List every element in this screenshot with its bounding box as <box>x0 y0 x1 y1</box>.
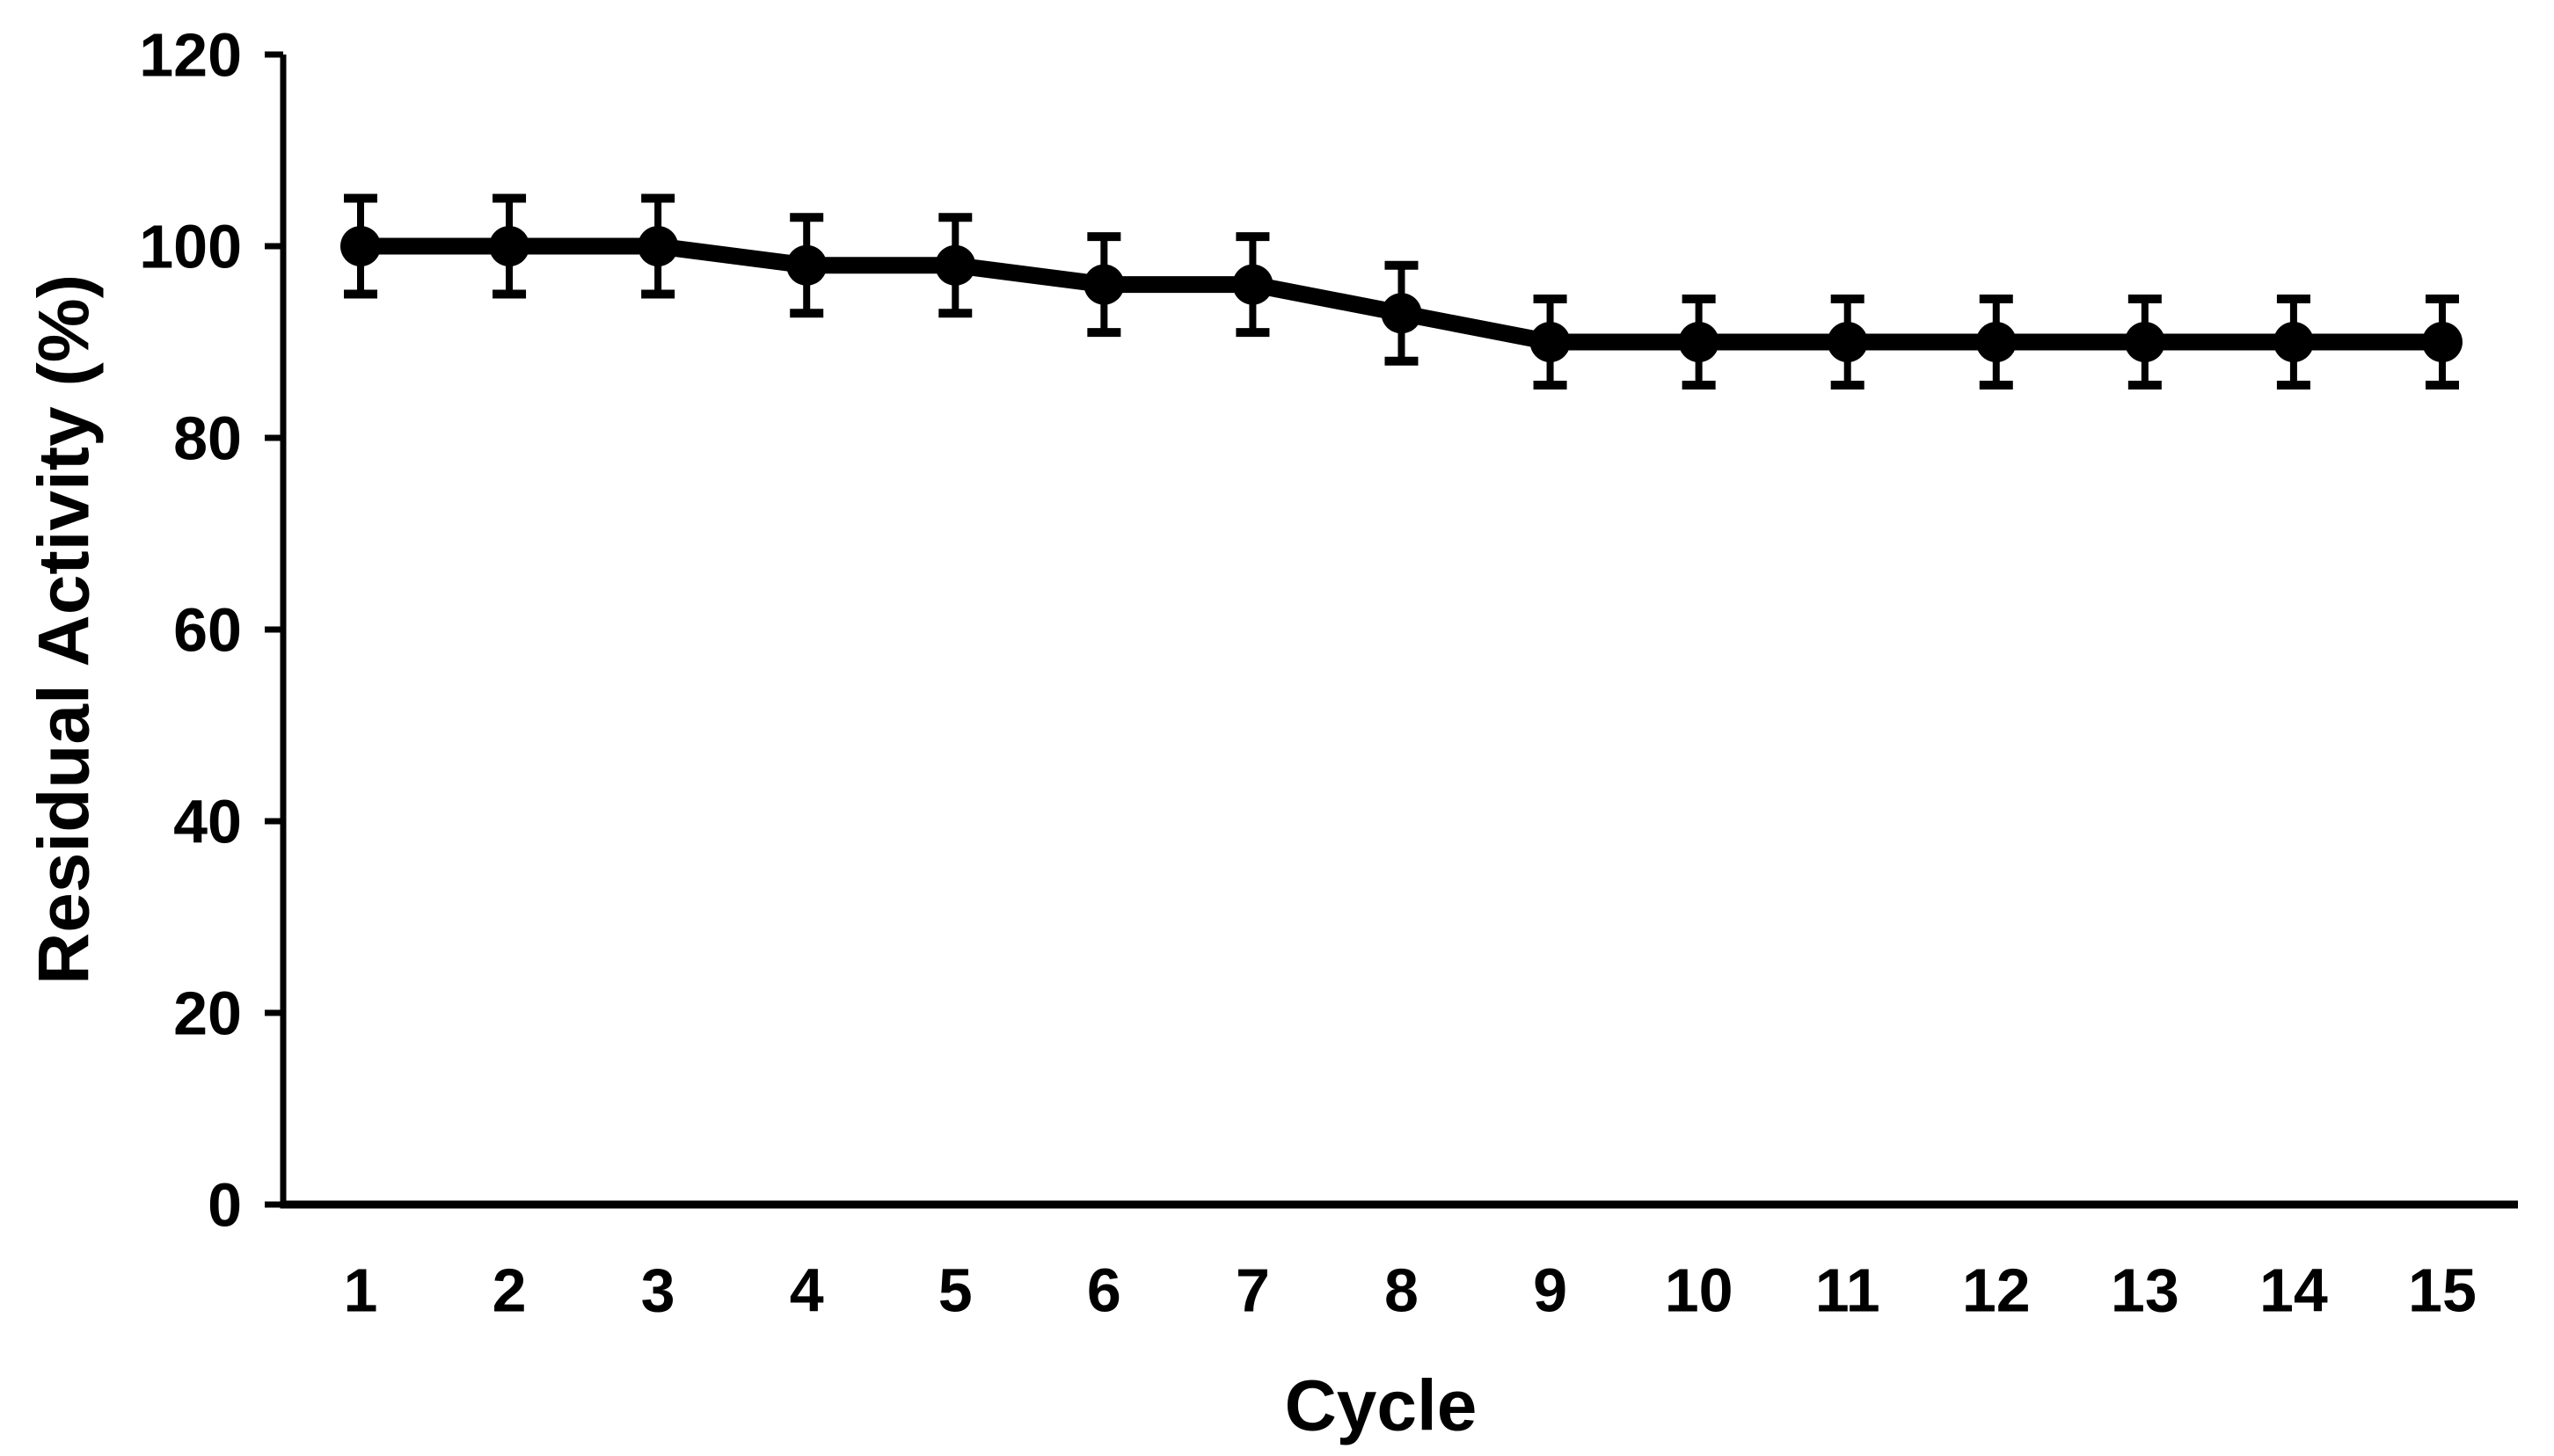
x-tick-label: 11 <box>1815 1256 1880 1325</box>
axes <box>280 55 2518 1209</box>
data-point <box>2421 322 2463 362</box>
data-point <box>786 244 828 286</box>
y-tick-label: 80 <box>173 404 242 473</box>
data-point <box>2124 322 2165 362</box>
x-tick-label: 6 <box>1087 1256 1121 1325</box>
y-tick-label: 60 <box>173 596 242 665</box>
x-tick-label: 7 <box>1236 1256 1270 1325</box>
data-point <box>489 226 530 266</box>
data-point <box>1529 322 1571 362</box>
y-axis-title: Residual Activity (%) <box>25 274 105 985</box>
x-tick-label: 12 <box>1962 1256 2031 1325</box>
series-residual-activity <box>340 193 2463 390</box>
y-tick-label: 20 <box>173 979 242 1048</box>
data-point <box>935 244 976 286</box>
data-point <box>2273 322 2314 362</box>
x-tick-label: 8 <box>1384 1256 1419 1325</box>
data-point <box>1381 293 1422 334</box>
x-tick-label: 10 <box>1665 1256 1733 1325</box>
x-tick-label: 14 <box>2259 1256 2328 1325</box>
x-tick-label: 13 <box>2111 1256 2179 1325</box>
y-tick-label: 0 <box>208 1171 242 1240</box>
y-tick-label: 100 <box>139 213 242 281</box>
x-axis-labels: 1 2 3 4 5 6 7 8 9 10 11 12 13 14 15 <box>344 1256 2477 1325</box>
x-tick-label: 15 <box>2408 1256 2477 1325</box>
y-axis-ticks: 0 20 40 60 80 100 120 <box>139 21 283 1240</box>
y-tick-label: 120 <box>139 21 242 90</box>
x-tick-label: 4 <box>790 1256 824 1325</box>
data-point <box>1827 322 1868 362</box>
x-tick-label: 9 <box>1533 1256 1567 1325</box>
data-point <box>1678 322 1719 362</box>
x-tick-label: 1 <box>344 1256 378 1325</box>
data-point <box>1084 264 1125 305</box>
data-point <box>340 226 381 266</box>
data-point <box>638 226 679 266</box>
data-point <box>1232 264 1273 305</box>
y-tick-label: 40 <box>173 788 242 856</box>
x-tick-label: 3 <box>641 1256 675 1325</box>
data-point <box>1975 322 2017 362</box>
x-tick-label: 5 <box>938 1256 973 1325</box>
x-axis-title: Cycle <box>1285 1366 1478 1446</box>
x-tick-label: 2 <box>493 1256 527 1325</box>
